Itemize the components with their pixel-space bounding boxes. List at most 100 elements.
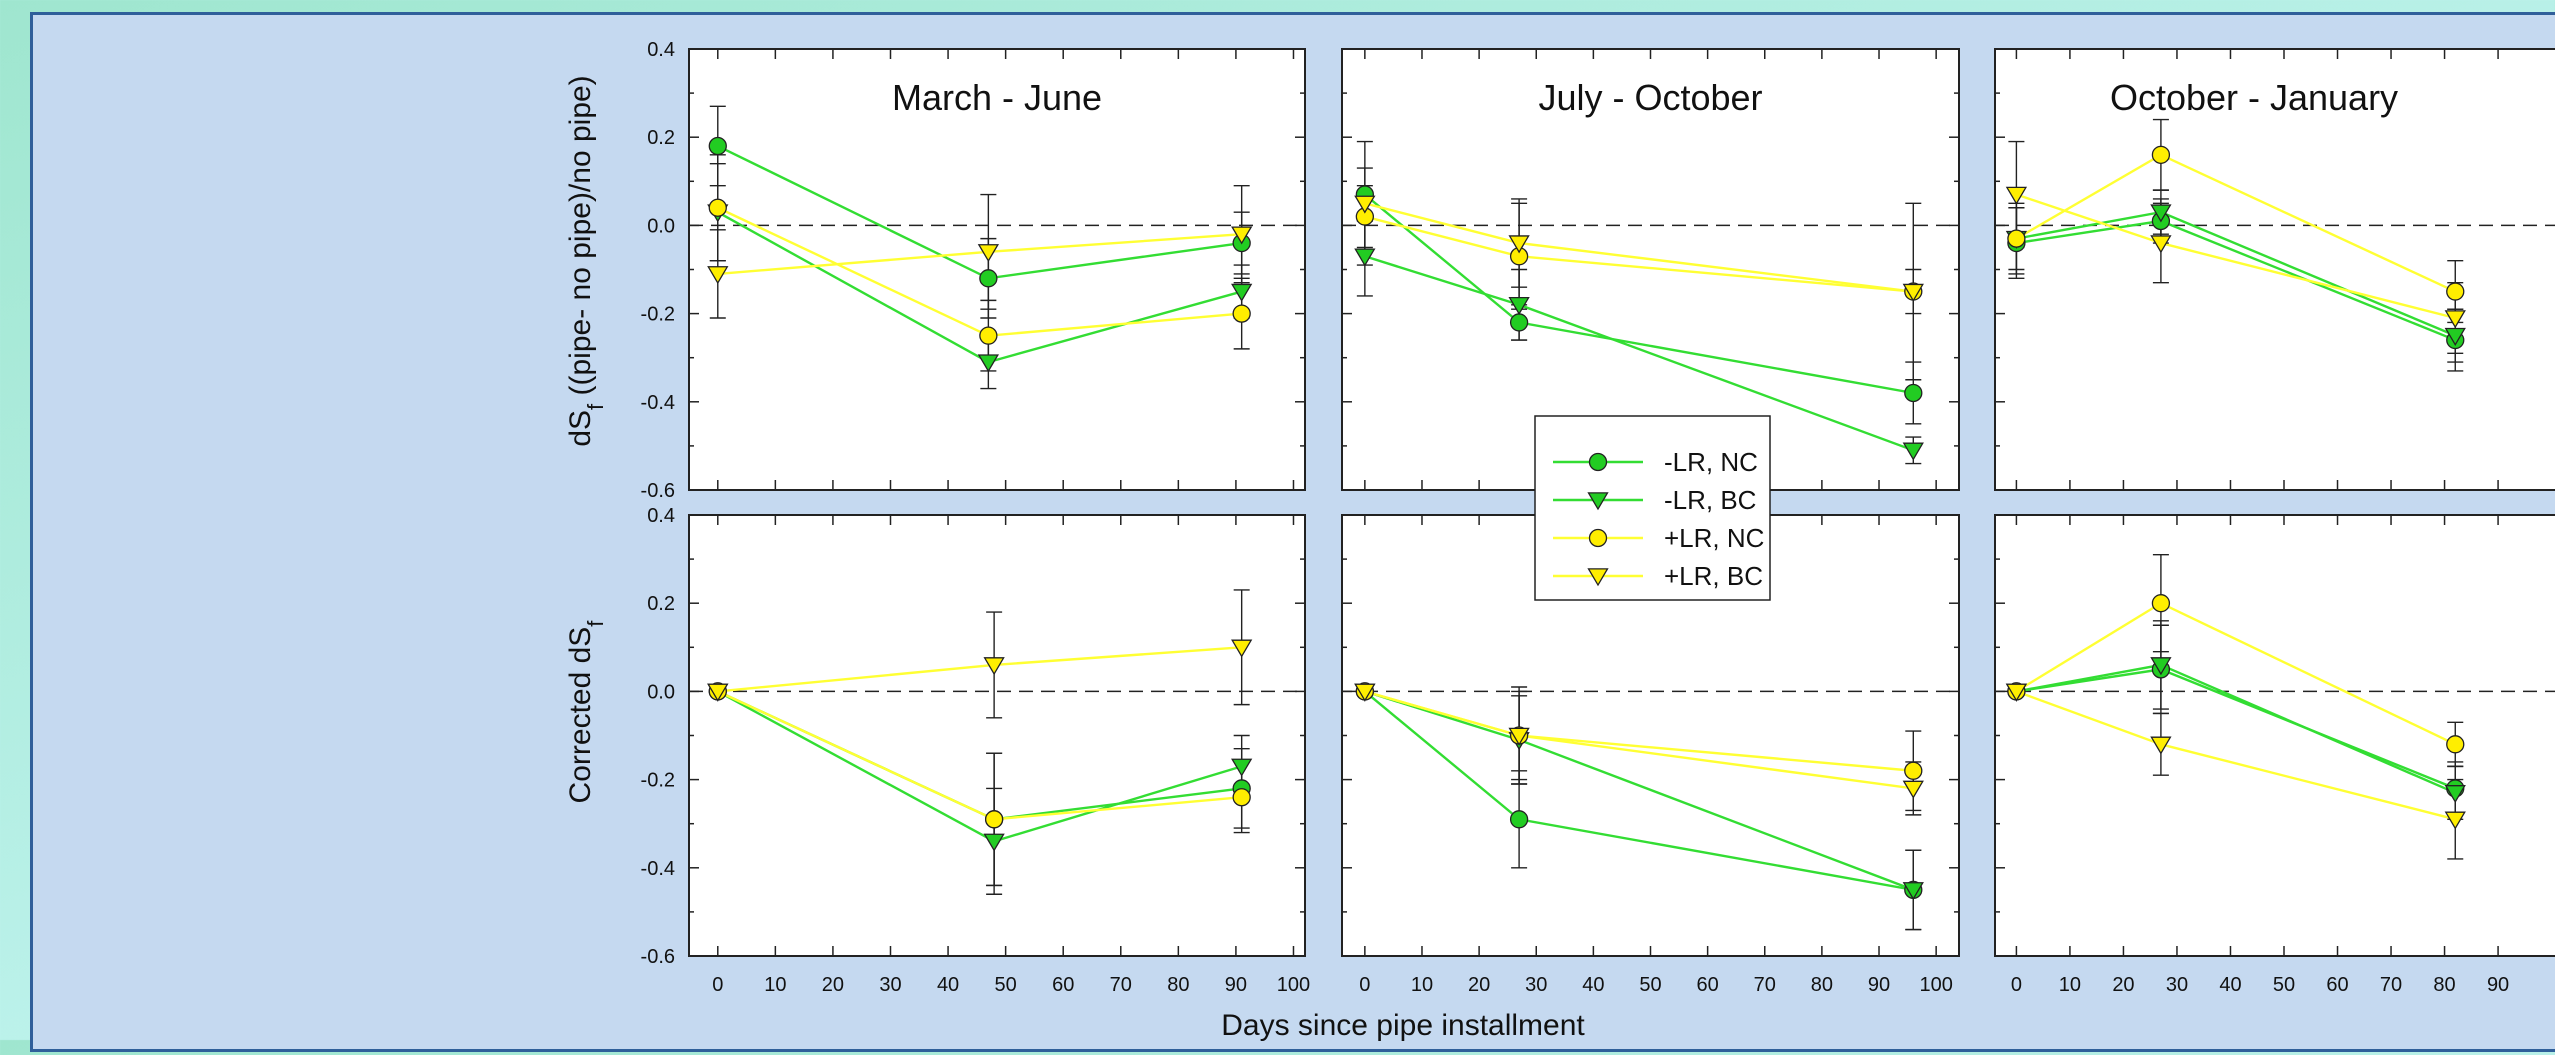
chart-panel-top-1: -0.6 -0.4 -0.2 0.0 0.2 0.4 March - June (641, 39, 1306, 502)
legend-marker (1587, 568, 1609, 587)
x-tick-label: 20 (2112, 974, 2134, 996)
y-tick-label: 0.2 (647, 127, 675, 149)
svg-text:dSf ((pipe- no pipe)/no pipe): dSf ((pipe- no pipe)/no pipe) (564, 75, 608, 446)
panel-title: July - October (1538, 77, 1762, 118)
data-point (708, 136, 727, 156)
y-tick-label: -0.6 (641, 946, 675, 968)
x-tick-label: 90 (1225, 974, 1247, 996)
x-tick-label: 50 (1639, 974, 1661, 996)
data-point (1354, 683, 1376, 702)
slide-panel: -0.6 -0.4 -0.2 0.0 0.2 0.4 March - June July - … (30, 12, 2555, 1052)
data-point (1231, 758, 1253, 777)
x-tick-label: 100 (1277, 974, 1310, 996)
y-tick-label: 0.2 (647, 593, 675, 615)
x-tick-label: 80 (1167, 974, 1189, 996)
data-point (2444, 785, 2466, 804)
data-point (2151, 145, 2171, 164)
data-point (983, 833, 1005, 852)
chart-panel-bottom-1: -0.6 -0.4 -0.2 0.0 0.2 0.4 0 10 20 30 40 50 60 70 80 90… (641, 505, 1311, 996)
data-point (1232, 788, 1251, 807)
data-point (1508, 727, 1530, 746)
data-point (2007, 229, 2026, 248)
y-tick-label: 0.4 (647, 39, 675, 61)
data-point (1509, 313, 1529, 332)
data-point (1231, 226, 1253, 245)
x-tick-label: 80 (1811, 974, 1833, 996)
x-tick-label: 30 (879, 974, 901, 996)
x-tick-label: 90 (1868, 974, 1890, 996)
data-point (1354, 195, 1376, 214)
x-tick-label: 20 (1468, 974, 1490, 996)
data-point (1902, 882, 1924, 901)
panel-frame (688, 514, 1306, 957)
y-tick-label: -0.2 (641, 770, 675, 792)
x-tick-label: 100 (1919, 974, 1952, 996)
x-tick-label: 0 (712, 974, 723, 996)
y-axis-label-top-sub: f (583, 403, 608, 410)
x-tick-label: 30 (2166, 974, 2188, 996)
x-tick-label: 10 (1411, 974, 1433, 996)
figure-svg: -0.6 -0.4 -0.2 0.0 0.2 0.4 March - June July - … (564, 39, 2555, 1042)
data-point (2446, 735, 2465, 754)
panel-frame (688, 48, 1306, 491)
legend-label: +LR, NC (1664, 523, 1764, 553)
data-point (2150, 736, 2172, 755)
x-tick-label: 50 (2273, 974, 2295, 996)
svg-text:Corrected dSf: Corrected dSf (564, 620, 608, 804)
x-tick-label: 40 (1582, 974, 1604, 996)
data-point (1904, 383, 1923, 403)
chart-panel-top-3: October - January (1994, 48, 2555, 491)
data-point (2444, 310, 2466, 329)
data-point (707, 266, 729, 285)
data-point (977, 354, 1000, 373)
data-point (1508, 297, 1530, 316)
legend-marker (1588, 452, 1608, 472)
data-point (2150, 235, 2172, 254)
data-point (983, 657, 1005, 676)
x-tick-label: 80 (2433, 974, 2455, 996)
data-point (2150, 657, 2172, 676)
data-point (1354, 248, 1376, 267)
legend: -LR, NC -LR, BC +LR, NC +LR, BC (1534, 415, 1771, 601)
legend-marker (1587, 492, 1609, 511)
x-tick-label: 90 (2487, 974, 2509, 996)
x-tick-label: 40 (937, 974, 959, 996)
legend-marker (1588, 528, 1608, 548)
data-point (2444, 327, 2466, 346)
data-point (1509, 810, 1529, 829)
data-point (1902, 780, 1924, 799)
data-point (1902, 283, 1924, 302)
data-point (1902, 442, 1924, 461)
x-tick-label: 20 (822, 974, 844, 996)
data-point (984, 810, 1004, 829)
x-tick-label: 30 (1525, 974, 1547, 996)
data-point (1904, 761, 1923, 780)
x-tick-label: 0 (1359, 974, 1370, 996)
legend-item: -LR, BC (1553, 485, 1756, 515)
y-axis-label-top: dSf ((pipe- no pipe)/no pipe) (564, 75, 608, 446)
y-axis-label-top-post: ((pipe- no pipe)/no pipe) (564, 75, 597, 404)
data-point (2005, 683, 2028, 702)
data-point (1231, 283, 1253, 302)
data-point (2005, 186, 2028, 205)
legend-label: -LR, BC (1664, 485, 1756, 515)
x-tick-label: 60 (1052, 974, 1074, 996)
y-axis-label-bottom: Corrected dSf (564, 620, 608, 804)
data-point (2151, 594, 2171, 613)
y-tick-label: -0.4 (641, 858, 675, 880)
chart-panel-bottom-3: 0 10 20 30 40 50 60 70 80 90 (1994, 514, 2555, 996)
x-axis-label: Days since pipe installment (1221, 1009, 1585, 1042)
data-point (2444, 811, 2466, 830)
panel-frame (1994, 514, 2555, 957)
x-tick-label: 0 (2011, 974, 2022, 996)
panel-title: October - January (2110, 77, 2398, 118)
y-tick-label: 0.0 (647, 681, 675, 703)
x-tick-label: 50 (995, 974, 1017, 996)
y-tick-label: -0.4 (641, 392, 675, 414)
y-tick-label: 0.4 (647, 505, 675, 527)
data-point (2446, 282, 2465, 301)
panel-frame (1994, 48, 2555, 491)
y-axis-label-bottom-pre: Corrected dS (564, 627, 597, 804)
data-point (979, 269, 998, 288)
y-axis-label-bottom-sub: f (583, 620, 608, 627)
